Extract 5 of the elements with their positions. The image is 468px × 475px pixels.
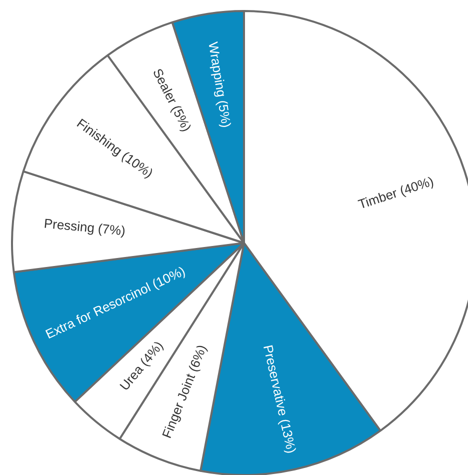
slice-label: Preservative (13%) [260,343,300,455]
slice-label: Timber (40%) [356,173,436,212]
slice-label: Sealer (5%) [150,66,194,134]
slice-label: Pressing (7%) [43,216,126,238]
slice-label: Wrapping (5%) [206,40,234,129]
